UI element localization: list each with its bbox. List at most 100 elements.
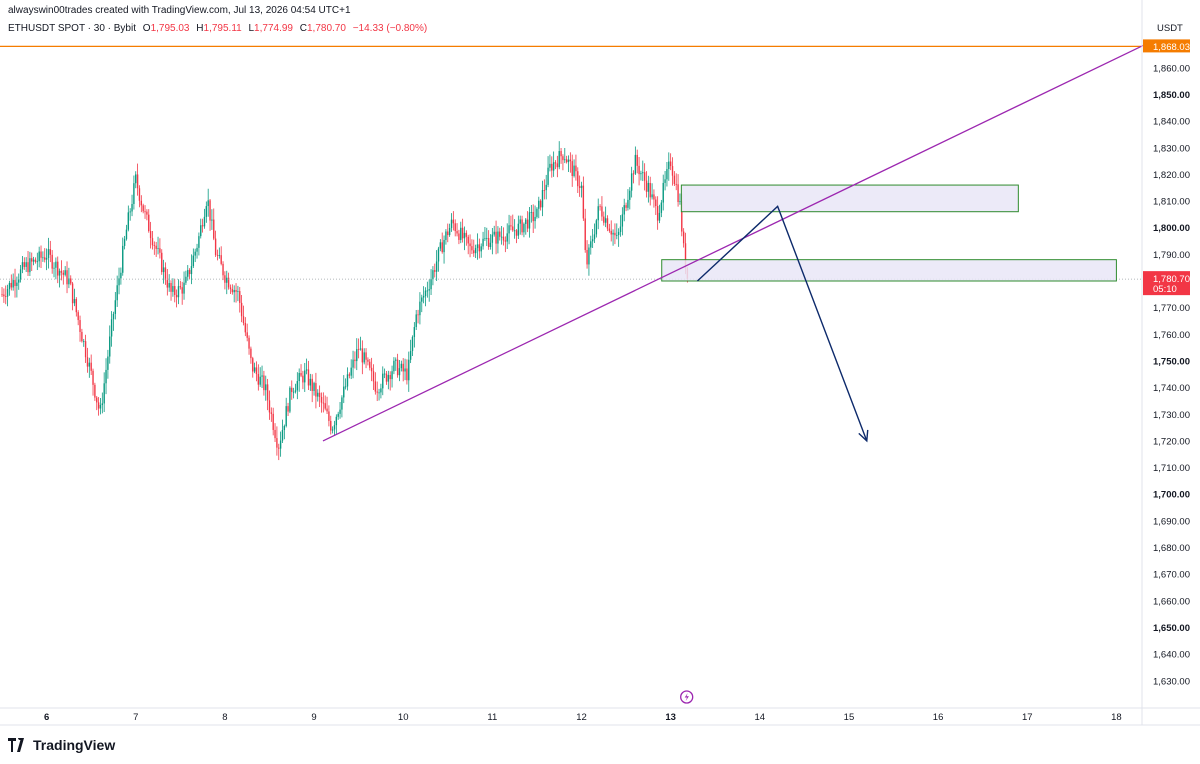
candle-body xyxy=(335,416,338,426)
candle-body xyxy=(504,240,507,242)
candle-body xyxy=(298,373,300,382)
candle-body xyxy=(144,211,146,213)
bar-countdown: 05:10 xyxy=(1153,284,1177,295)
price-tick: 1,850.00 xyxy=(1153,90,1190,101)
candle-body xyxy=(122,245,124,273)
ascending-trendline[interactable] xyxy=(322,40,1153,442)
candle-body xyxy=(242,316,245,323)
candle-body xyxy=(346,374,349,387)
supply-zone[interactable] xyxy=(680,184,1019,213)
candle-body xyxy=(317,392,319,397)
candle-body xyxy=(307,369,310,386)
candle-body xyxy=(302,375,304,383)
candle-body xyxy=(16,282,18,286)
candle-body xyxy=(324,403,326,409)
candle-body xyxy=(645,180,648,192)
candle-body xyxy=(411,337,414,352)
candle-body xyxy=(588,247,590,265)
projection-path[interactable] xyxy=(696,205,868,442)
tradingview-logo-icon xyxy=(8,738,24,752)
candle-body xyxy=(146,211,148,215)
candle-body xyxy=(489,242,492,248)
price-tick: 1,820.00 xyxy=(1153,170,1190,181)
time-tick: 9 xyxy=(311,712,316,723)
candle-body xyxy=(34,259,37,262)
candle-body xyxy=(294,390,297,392)
candle-body xyxy=(421,297,423,302)
candle-body xyxy=(348,374,351,376)
candle-body xyxy=(439,242,442,249)
candle-body xyxy=(140,200,143,206)
candle-body xyxy=(153,245,156,247)
candle-body xyxy=(157,248,159,249)
symbol-line[interactable]: ETHUSDT SPOT · 30 · Bybit xyxy=(8,23,136,34)
candle-body xyxy=(138,188,141,201)
candle-body xyxy=(220,255,222,264)
candle-body xyxy=(482,238,484,247)
candle-body xyxy=(640,173,642,175)
candle-body xyxy=(86,357,89,367)
candle-body xyxy=(79,320,81,332)
price-tick: 1,670.00 xyxy=(1153,570,1190,581)
candle-body xyxy=(265,384,267,391)
candle-body xyxy=(274,429,276,439)
candle-body xyxy=(224,275,226,283)
candle-body xyxy=(181,287,183,294)
price-tick: 1,630.00 xyxy=(1153,676,1190,687)
candle-body xyxy=(239,291,241,303)
candle-body xyxy=(168,283,170,288)
time-tick: 8 xyxy=(222,712,227,723)
time-tick: 13 xyxy=(665,712,676,723)
price-tick: 1,840.00 xyxy=(1153,117,1190,128)
candle-body xyxy=(513,230,516,232)
candle-body xyxy=(322,402,325,404)
candle-body xyxy=(642,172,644,174)
time-axis[interactable]: 6 7 8 9 10 11 12 13 14 15 16 17 18 xyxy=(0,707,1200,726)
tradingview-brand[interactable]: TradingView xyxy=(8,737,115,753)
candle-body xyxy=(337,413,339,417)
change-value: −14.33 (−0.80%) xyxy=(352,23,428,34)
time-tick: 11 xyxy=(487,712,497,723)
demand-zone[interactable] xyxy=(661,259,1117,282)
candle-body xyxy=(604,218,607,223)
candle-body xyxy=(456,231,458,234)
price-axis[interactable]: USDT1,870.001,630.001,640.001,650.001,66… xyxy=(1141,0,1190,725)
candle-body xyxy=(14,280,16,286)
candle-body xyxy=(105,369,107,384)
candle-body xyxy=(42,257,44,259)
candle-body xyxy=(205,206,208,217)
candle-body xyxy=(190,266,193,275)
candle-body xyxy=(200,225,202,237)
candle-body xyxy=(467,236,469,244)
candle-body xyxy=(53,267,55,269)
candle-body xyxy=(6,289,9,297)
price-tick: 1,660.00 xyxy=(1153,596,1190,607)
price-tick: 1,710.00 xyxy=(1153,463,1190,474)
candle-body xyxy=(31,258,33,262)
candle-body xyxy=(372,371,375,382)
candle-body xyxy=(244,322,247,333)
candle-body xyxy=(577,171,579,187)
time-tick: 18 xyxy=(1111,712,1122,723)
candle-body xyxy=(519,219,521,224)
candle-body xyxy=(530,212,533,213)
lightning-glyph xyxy=(684,693,689,701)
candle-body xyxy=(506,233,508,242)
candle-body xyxy=(328,411,330,421)
candle-body xyxy=(677,184,679,203)
candle-body xyxy=(539,200,542,208)
candle-body xyxy=(29,258,31,273)
candle-body xyxy=(562,156,564,161)
candle-body xyxy=(45,258,48,260)
candle-body xyxy=(109,336,111,357)
candle-body xyxy=(365,352,367,360)
symbol-ohlc-legend: ETHUSDT SPOT · 30 · Bybit O1,795.03 H1,7… xyxy=(8,23,427,34)
candle-body xyxy=(187,270,189,277)
candle-body xyxy=(575,165,577,172)
candle-body xyxy=(112,313,115,320)
candle-body xyxy=(599,206,601,208)
candle-body xyxy=(478,244,481,252)
candle-body xyxy=(281,429,284,441)
candle-body xyxy=(500,236,503,238)
